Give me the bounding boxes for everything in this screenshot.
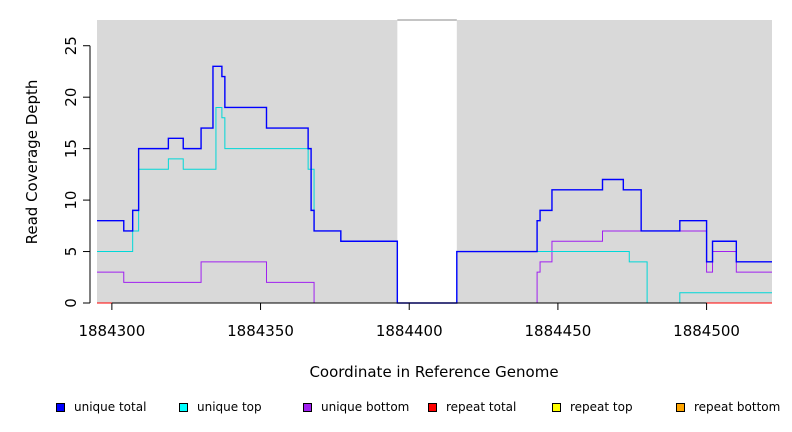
series-line-unique-bottom	[97, 230, 772, 304]
series-line-unique-top	[97, 106, 772, 304]
x-tick-label: 1884350	[227, 322, 294, 340]
x-tick-label: 1884450	[524, 322, 591, 340]
y-tick-label: 25	[62, 36, 80, 55]
plot-panel-right	[456, 20, 772, 303]
legend: unique total unique top unique bottom re…	[0, 400, 792, 420]
legend-swatch	[303, 402, 312, 412]
legend-swatch	[179, 402, 188, 412]
y-tick-label: 0	[62, 298, 80, 308]
legend-item-unique-total: unique total	[56, 400, 146, 414]
legend-label: repeat top	[570, 400, 633, 414]
legend-item-repeat-top: repeat top	[552, 400, 633, 414]
y-tick-label: 15	[62, 139, 80, 158]
legend-label: repeat total	[446, 400, 517, 414]
legend-label: unique bottom	[321, 400, 410, 414]
legend-label: repeat bottom	[694, 400, 781, 414]
y-tick-label: 10	[62, 191, 80, 210]
legend-item-unique-top: unique top	[179, 400, 262, 414]
y-tick-label: 20	[62, 88, 80, 107]
x-axis-label: Coordinate in Reference Genome	[309, 363, 558, 381]
y-tick-label: 5	[62, 247, 80, 257]
x-axis: 1884300 1884350 1884400 1884450 1884500	[78, 302, 740, 340]
x-tick-label: 1884400	[376, 322, 443, 340]
plot-panel-left	[97, 20, 398, 303]
legend-swatch	[676, 402, 685, 412]
x-tick-label: 1884500	[673, 322, 740, 340]
legend-item-unique-bottom: unique bottom	[303, 400, 409, 414]
plot-background	[97, 19, 772, 303]
series-line-unique-total	[97, 65, 772, 304]
legend-label: unique top	[197, 400, 262, 414]
y-axis: 0 5 10 15 20 25	[62, 36, 91, 308]
legend-item-repeat-total: repeat total	[428, 400, 516, 414]
legend-swatch	[552, 402, 561, 412]
legend-swatch	[56, 402, 65, 412]
legend-item-repeat-bottom: repeat bottom	[676, 400, 780, 414]
x-tick-label: 1884300	[78, 322, 145, 340]
legend-label: unique total	[74, 400, 147, 414]
y-axis-label: Read Coverage Depth	[23, 80, 41, 245]
legend-swatch	[428, 402, 437, 412]
